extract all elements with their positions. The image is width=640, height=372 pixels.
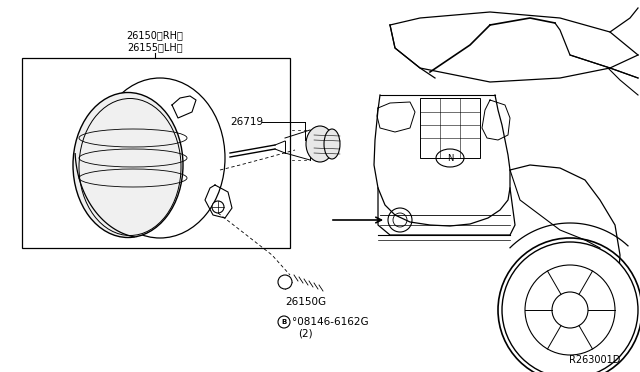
Text: 26150〈RH〉: 26150〈RH〉 bbox=[127, 30, 184, 40]
Text: 26155〈LH〉: 26155〈LH〉 bbox=[127, 42, 183, 52]
Circle shape bbox=[502, 242, 638, 372]
Ellipse shape bbox=[324, 129, 340, 159]
Text: R263001D: R263001D bbox=[568, 355, 620, 365]
Text: 26719: 26719 bbox=[230, 117, 263, 127]
Bar bbox=[420, 98, 480, 158]
Circle shape bbox=[278, 275, 292, 289]
Text: °08146-6162G: °08146-6162G bbox=[292, 317, 369, 327]
Text: (2): (2) bbox=[298, 329, 312, 339]
Text: N: N bbox=[447, 154, 453, 163]
Ellipse shape bbox=[306, 126, 334, 162]
Ellipse shape bbox=[73, 93, 183, 237]
Text: 26150G: 26150G bbox=[285, 297, 326, 307]
Bar bbox=[22, 58, 290, 248]
Circle shape bbox=[212, 201, 224, 213]
Text: B: B bbox=[282, 319, 287, 325]
